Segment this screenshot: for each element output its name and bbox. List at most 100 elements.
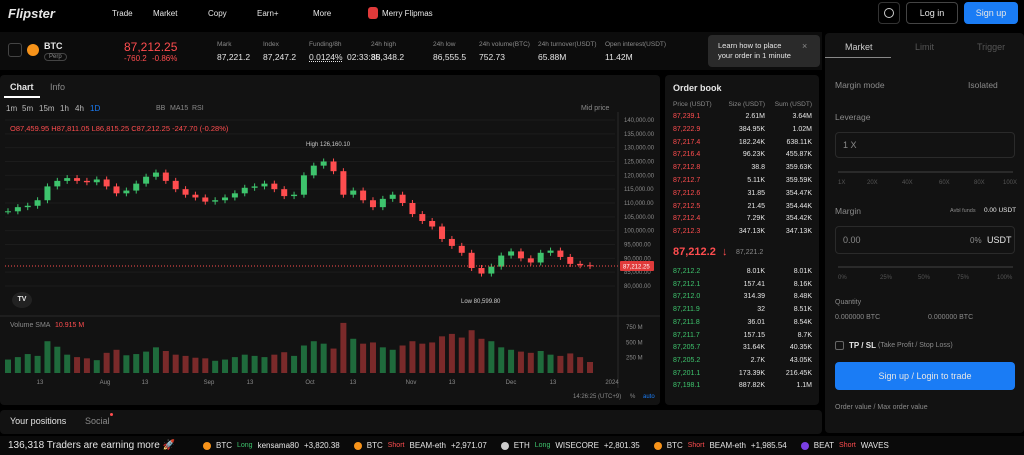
candle [261,183,268,187]
login-button[interactable]: Log in [906,2,958,24]
favorite[interactable] [8,43,22,57]
ob-cell: 354.47K [785,189,812,197]
chart-tab[interactable]: Chart [10,82,34,92]
form-tab[interactable]: Trigger [977,42,1006,52]
interval[interactable]: 5m [22,104,34,113]
feed-side: Long [534,442,551,449]
ob-cell: 3.64M [792,113,812,120]
volume-bar [389,349,396,373]
candle [320,161,327,166]
feed-side: Long [237,442,253,449]
candle [14,207,21,212]
promo-icon [368,7,378,19]
stat-value: 88,348.2 [371,52,405,62]
ob-cell: 87,239.1 [673,113,701,120]
orderbook-title: Order book [673,83,722,93]
x-tick-label: Dec [506,380,517,386]
volume-bar [14,357,21,373]
feed: 136,318 Traders are earning more 🚀 BTC Lon… [0,436,1024,455]
ob-cell: 38.8 [751,164,765,172]
stat-label: 24h volume(BTC) [479,41,530,48]
candle [222,197,229,201]
candle [64,178,71,181]
mid-price: 87,212.2 [673,246,716,258]
qty-value: 0.000000 BTC [835,314,881,321]
pct-slider[interactable] [838,266,1013,268]
menu-item[interactable]: Trade [112,9,133,18]
logo[interactable]: Flipster [8,6,55,21]
x-tick-label: Nov [406,380,417,386]
indicator[interactable]: BB [156,105,166,112]
candle [143,176,150,184]
globe-button[interactable] [878,2,900,24]
volume-bar [300,345,307,373]
volume-bar [330,348,337,373]
social-tab[interactable]: Social [85,416,110,426]
menu-item[interactable]: Copy [208,9,227,18]
pct-mark: 50% [918,275,931,281]
margin-mode-value[interactable]: Isolated [968,80,998,90]
candle [498,255,505,267]
positions-tab[interactable]: Your positions [10,416,67,426]
candle [271,183,278,190]
leverage-input[interactable] [835,132,1015,158]
candle [340,171,347,195]
candle [123,190,130,194]
scale-auto[interactable]: auto [643,394,655,400]
submit-button[interactable]: Sign up / Login to trade [835,362,1015,390]
ob-cell: 8.7K [797,331,812,339]
leverage-slider[interactable] [838,171,1013,173]
ob-cell: 87,217.4 [673,138,701,146]
tpsl-checkbox[interactable] [835,341,844,350]
stat-value: 11.42M [605,52,633,62]
chart-panel [0,75,660,405]
candle [281,189,288,197]
symbol[interactable]: BTC [44,41,63,51]
ob-cell: 87,212.6 [673,189,701,197]
margin-value: 0.00 [843,235,861,245]
menu-item[interactable]: Earn+ [257,9,279,18]
volume-bar [24,354,31,373]
volume-bar [271,354,278,373]
candle [547,250,554,253]
price-source[interactable]: Mid price [581,105,610,112]
interval[interactable]: 1m [6,104,18,113]
scale-percent[interactable]: % [630,394,636,400]
indicator[interactable]: MA15 [170,105,189,112]
ob-cell: 36.01 [747,318,765,326]
interval[interactable]: 1D [90,104,101,113]
interval[interactable]: 1h [60,104,69,113]
volume-bar [44,341,51,373]
change: -760.2 [124,54,147,63]
form-tab[interactable]: Market [845,42,873,52]
volume-bar [429,342,436,373]
menu-item[interactable]: More [313,9,332,18]
volume-bar [5,359,11,373]
interval[interactable]: 15m [39,104,55,113]
margin-input[interactable] [835,226,1015,254]
volume-bar [103,352,110,373]
volume-bar [517,351,524,373]
form-tab[interactable]: Limit [915,42,935,52]
stat-value: 86,555.5 [433,52,467,62]
candle [113,186,120,194]
ob-cell: 347.13K [785,228,812,236]
indicator[interactable]: RSI [192,105,204,112]
ob-cell: 96.23K [742,151,765,159]
qty-value: 0.000000 BTC [928,314,974,321]
promo[interactable]: Merry Flipmas [382,9,433,18]
candle [152,172,159,177]
volume-bar [409,341,416,373]
ob-cell: 359.59K [785,177,812,184]
candle [379,198,386,208]
feed-headline: 136,318 Traders are earning more 🚀 [8,440,175,451]
ob-cell: 43.05K [789,356,812,364]
candle [360,190,367,201]
signup-button[interactable]: Sign up [964,2,1018,24]
volume-bar [202,358,209,373]
chart-tab[interactable]: Info [50,82,66,92]
interval[interactable]: 4h [75,104,84,113]
ob-column: Price (USDT) [673,101,712,108]
menu-item[interactable]: Market [153,9,178,18]
candle [409,203,416,215]
